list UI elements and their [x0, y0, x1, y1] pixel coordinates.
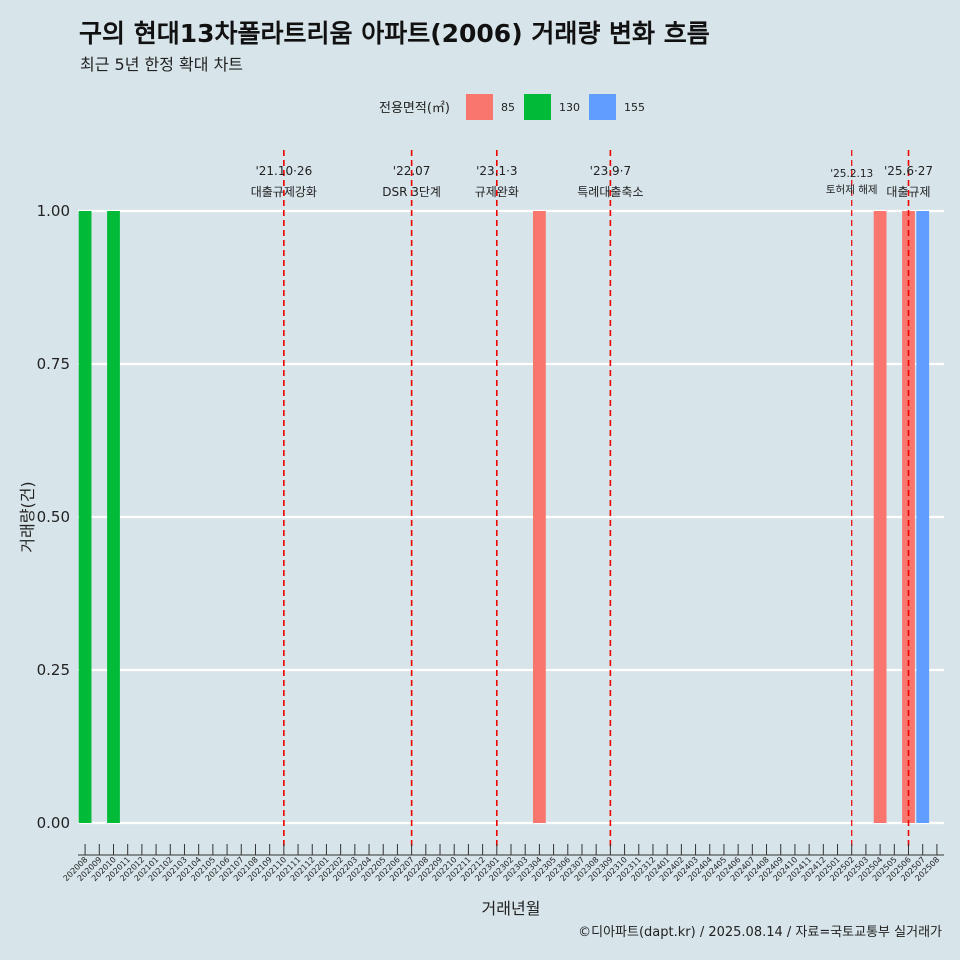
annotation-label-202502: 토허제 해제: [826, 183, 878, 196]
y-tick-label: 0.00: [37, 814, 70, 832]
y-tick-label: 0.50: [37, 508, 70, 526]
legend-swatch-155: [589, 94, 616, 120]
y-axis-title: 거래량(건): [18, 481, 37, 552]
annotation-date-202309: '23.9·7: [590, 164, 631, 178]
annotation-label-202309: 특례대출축소: [577, 185, 643, 199]
chart-title: 구의 현대13차폴라트리움 아파트(2006) 거래량 변화 흐름: [79, 19, 710, 48]
annotation-date-202502: '25.2.13: [830, 168, 873, 180]
y-axis: 0.00 0.25 0.50 0.75 1.00: [37, 202, 70, 832]
annotation-label-202301: 규제완화: [475, 185, 519, 199]
bars: [78, 211, 930, 823]
legend: 전용면적(㎡) 85 130 155: [379, 94, 645, 120]
y-tick-label: 1.00: [37, 202, 70, 220]
annotation-label-202506: 대출규제: [886, 185, 930, 199]
annotation-label-202207: DSR 3단계: [382, 185, 441, 199]
bar-202008-130: [78, 211, 92, 823]
x-axis-title: 거래년월: [482, 899, 541, 918]
x-axis: 2020082020092020102020112020122021012021…: [62, 844, 944, 883]
bar-202504-85: [873, 211, 887, 823]
legend-swatch-85: [466, 94, 493, 120]
bar-202506-85: [902, 211, 915, 823]
bar-202010-130: [107, 211, 120, 823]
grid: [78, 209, 944, 825]
annotation-date-202301: '23.1·3: [476, 164, 517, 178]
chart-subtitle: 최근 5년 한정 확대 차트: [80, 55, 243, 74]
annotation-date-202506: '25.6·27: [884, 164, 933, 178]
legend-label-155: 155: [624, 101, 645, 114]
y-tick-label: 0.25: [37, 661, 70, 679]
bar-202507-155: [916, 211, 930, 823]
legend-title: 전용면적(㎡): [379, 101, 450, 116]
annotation-date-202207: '22.07: [393, 164, 431, 178]
legend-swatch-130: [524, 94, 551, 120]
annotation-date-202110: '21.10·26: [255, 164, 312, 178]
annotations: '21.10·26 대출규제강화 '22.07 DSR 3단계 '23.1·3 규제완화 '…: [251, 150, 933, 850]
bar-202304-85: [533, 211, 546, 823]
caption: ©디아파트(dapt.kr) / 2025.08.14 / 자료=국토교통부 실…: [578, 925, 942, 940]
annotation-label-202110: 대출규제강화: [251, 185, 317, 199]
y-tick-label: 0.75: [37, 355, 70, 373]
legend-label-130: 130: [559, 101, 580, 114]
legend-label-85: 85: [501, 101, 515, 114]
